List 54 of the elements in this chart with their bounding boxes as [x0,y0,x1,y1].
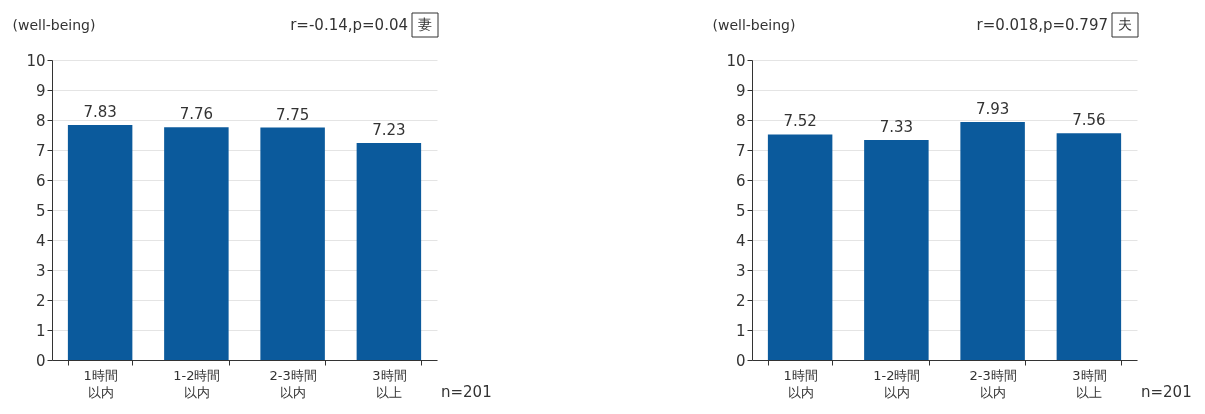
y-tick-label: 2 [735,291,746,310]
chart-title: 夫 [1118,16,1132,32]
y-tick-label: 0 [35,351,46,370]
x-tick-label: 1時間以内 [783,367,818,400]
chart-title: 妻 [418,16,432,32]
bar [164,127,229,360]
bar [67,125,133,360]
y-tick-label: 8 [35,111,46,130]
y-axis-title: (well-being) [712,16,796,33]
y-tick-label: 6 [35,171,46,190]
y-tick-label: 1 [735,321,746,340]
bar [864,140,929,360]
data-label: 7.83 [83,103,117,122]
y-tick-label: 10 [726,51,746,70]
bar [767,134,833,360]
x-tick-label: 1時間以内 [83,367,118,400]
y-tick-label: 0 [735,351,746,370]
text: r=-0.14,p=0.04 [290,16,408,34]
bar [356,143,422,360]
y-tick-label: 5 [35,201,46,220]
bar [960,122,1025,360]
y-tick-label: 4 [35,231,46,250]
y-axis-title: (well-being) [12,16,96,33]
x-tick-label: 2-3時間以内 [269,367,317,400]
y-tick-label: 8 [735,111,746,130]
y-tick-label: 9 [735,81,746,100]
y-tick-label: 7 [35,141,46,160]
y-tick-label: 3 [35,261,46,280]
x-tick-label: 3時間以上 [1072,367,1107,400]
y-tick-label: 2 [35,291,46,310]
y-tick-label: 1 [35,321,46,340]
text: n=201 [1141,383,1192,401]
text: r=0.018,p=0.797 [976,16,1108,34]
data-label: 7.23 [372,121,406,140]
bar [260,127,325,360]
bar [1056,133,1122,360]
text: n=201 [441,383,492,401]
y-tick-label: 6 [735,171,746,190]
y-tick-label: 7 [735,141,746,160]
x-tick-label: 2-3時間以内 [969,367,1017,400]
data-label: 7.76 [179,105,214,124]
x-tick-label: 3時間以上 [372,367,407,400]
x-tick-label: 1-2時間以内 [873,367,921,400]
y-tick-label: 9 [35,81,46,100]
y-tick-label: 5 [735,201,746,220]
data-label: 7.56 [1072,111,1106,130]
data-label: 7.33 [879,118,914,137]
y-tick-label: 10 [26,51,46,70]
data-label: 7.75 [275,105,310,124]
data-label: 7.93 [975,100,1010,119]
x-tick-label: 1-2時間以内 [173,367,221,400]
data-label: 7.52 [783,112,817,131]
y-tick-label: 4 [735,231,746,250]
y-tick-label: 3 [735,261,746,280]
